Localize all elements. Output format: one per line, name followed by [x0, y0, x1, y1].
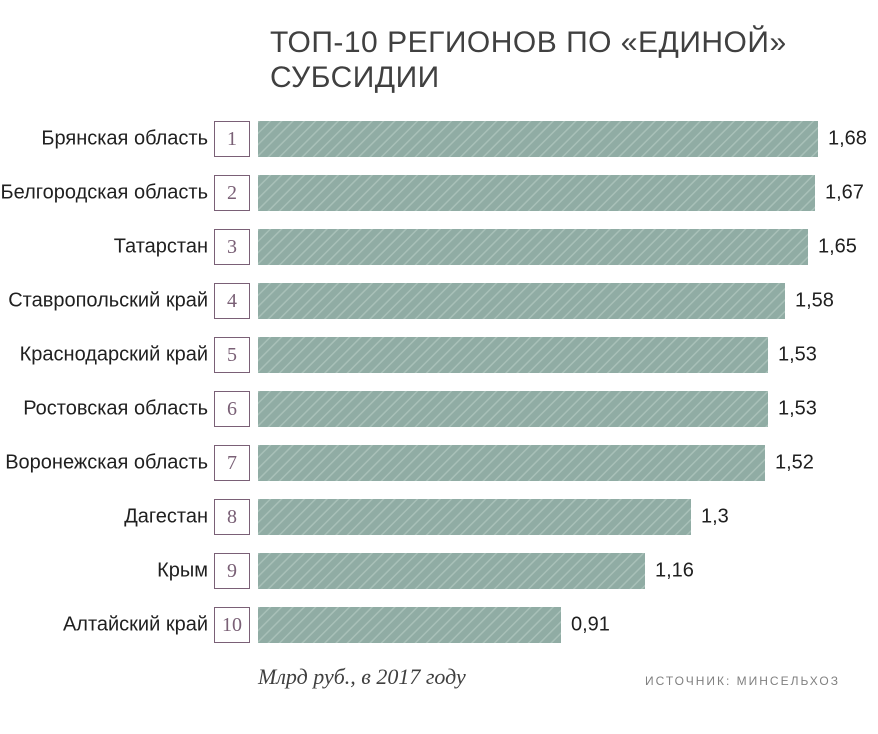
bar	[258, 175, 815, 211]
region-label: Краснодарский край	[20, 344, 208, 367]
chart-row: Алтайский край 10 0,91	[0, 598, 878, 652]
region-label: Крым	[157, 560, 208, 583]
region-label: Алтайский край	[63, 614, 208, 637]
rank-badge: 4	[214, 283, 250, 319]
bar	[258, 553, 645, 589]
rank-badge: 8	[214, 499, 250, 535]
bar	[258, 121, 818, 157]
bar	[258, 337, 768, 373]
value-label: 1,3	[701, 506, 729, 529]
chart-row: Дагестан 8 1,3	[0, 490, 878, 544]
value-label: 1,53	[778, 398, 817, 421]
bar	[258, 229, 808, 265]
chart-title: ТОП-10 РЕГИОНОВ ПО «ЕДИНОЙ»СУБСИДИИ	[270, 26, 787, 95]
chart-row: Брянская область 1 1,68	[0, 112, 878, 166]
value-label: 0,91	[571, 614, 610, 637]
bar	[258, 499, 691, 535]
value-label: 1,58	[795, 290, 834, 313]
rank-badge: 5	[214, 337, 250, 373]
rank-badge: 10	[214, 607, 250, 643]
chart-row: Воронежская область 7 1,52	[0, 436, 878, 490]
chart-row: Ростовская область 6 1,53	[0, 382, 878, 436]
region-label: Ростовская область	[23, 398, 208, 421]
chart-row: Краснодарский край 5 1,53	[0, 328, 878, 382]
region-label: Белгородская область	[1, 182, 208, 205]
chart-source: ИСТОЧНИК: МИНСЕЛЬХОЗ	[645, 674, 840, 688]
value-label: 1,16	[655, 560, 694, 583]
chart-row: Крым 9 1,16	[0, 544, 878, 598]
bar	[258, 391, 768, 427]
bar	[258, 607, 561, 643]
chart-subtitle: Млрд руб., в 2017 году	[258, 664, 466, 690]
chart-row: Белгородская область 2 1,67	[0, 166, 878, 220]
subsidy-chart: ТОП-10 РЕГИОНОВ ПО «ЕДИНОЙ»СУБСИДИИ Брян…	[0, 0, 878, 734]
value-label: 1,53	[778, 344, 817, 367]
rank-badge: 3	[214, 229, 250, 265]
rank-badge: 6	[214, 391, 250, 427]
chart-rows: Брянская область 1 1,68 Белгородская облас…	[0, 112, 878, 652]
bar	[258, 445, 765, 481]
value-label: 1,67	[825, 182, 864, 205]
chart-row: Ставропольский край 4 1,58	[0, 274, 878, 328]
region-label: Татарстан	[114, 236, 208, 259]
chart-row: Татарстан 3 1,65	[0, 220, 878, 274]
value-label: 1,52	[775, 452, 814, 475]
region-label: Воронежская область	[5, 452, 208, 475]
rank-badge: 7	[214, 445, 250, 481]
region-label: Дагестан	[124, 506, 208, 529]
rank-badge: 1	[214, 121, 250, 157]
region-label: Ставропольский край	[8, 290, 208, 313]
value-label: 1,68	[828, 128, 867, 151]
rank-badge: 9	[214, 553, 250, 589]
rank-badge: 2	[214, 175, 250, 211]
value-label: 1,65	[818, 236, 857, 259]
region-label: Брянская область	[41, 128, 208, 151]
bar	[258, 283, 785, 319]
